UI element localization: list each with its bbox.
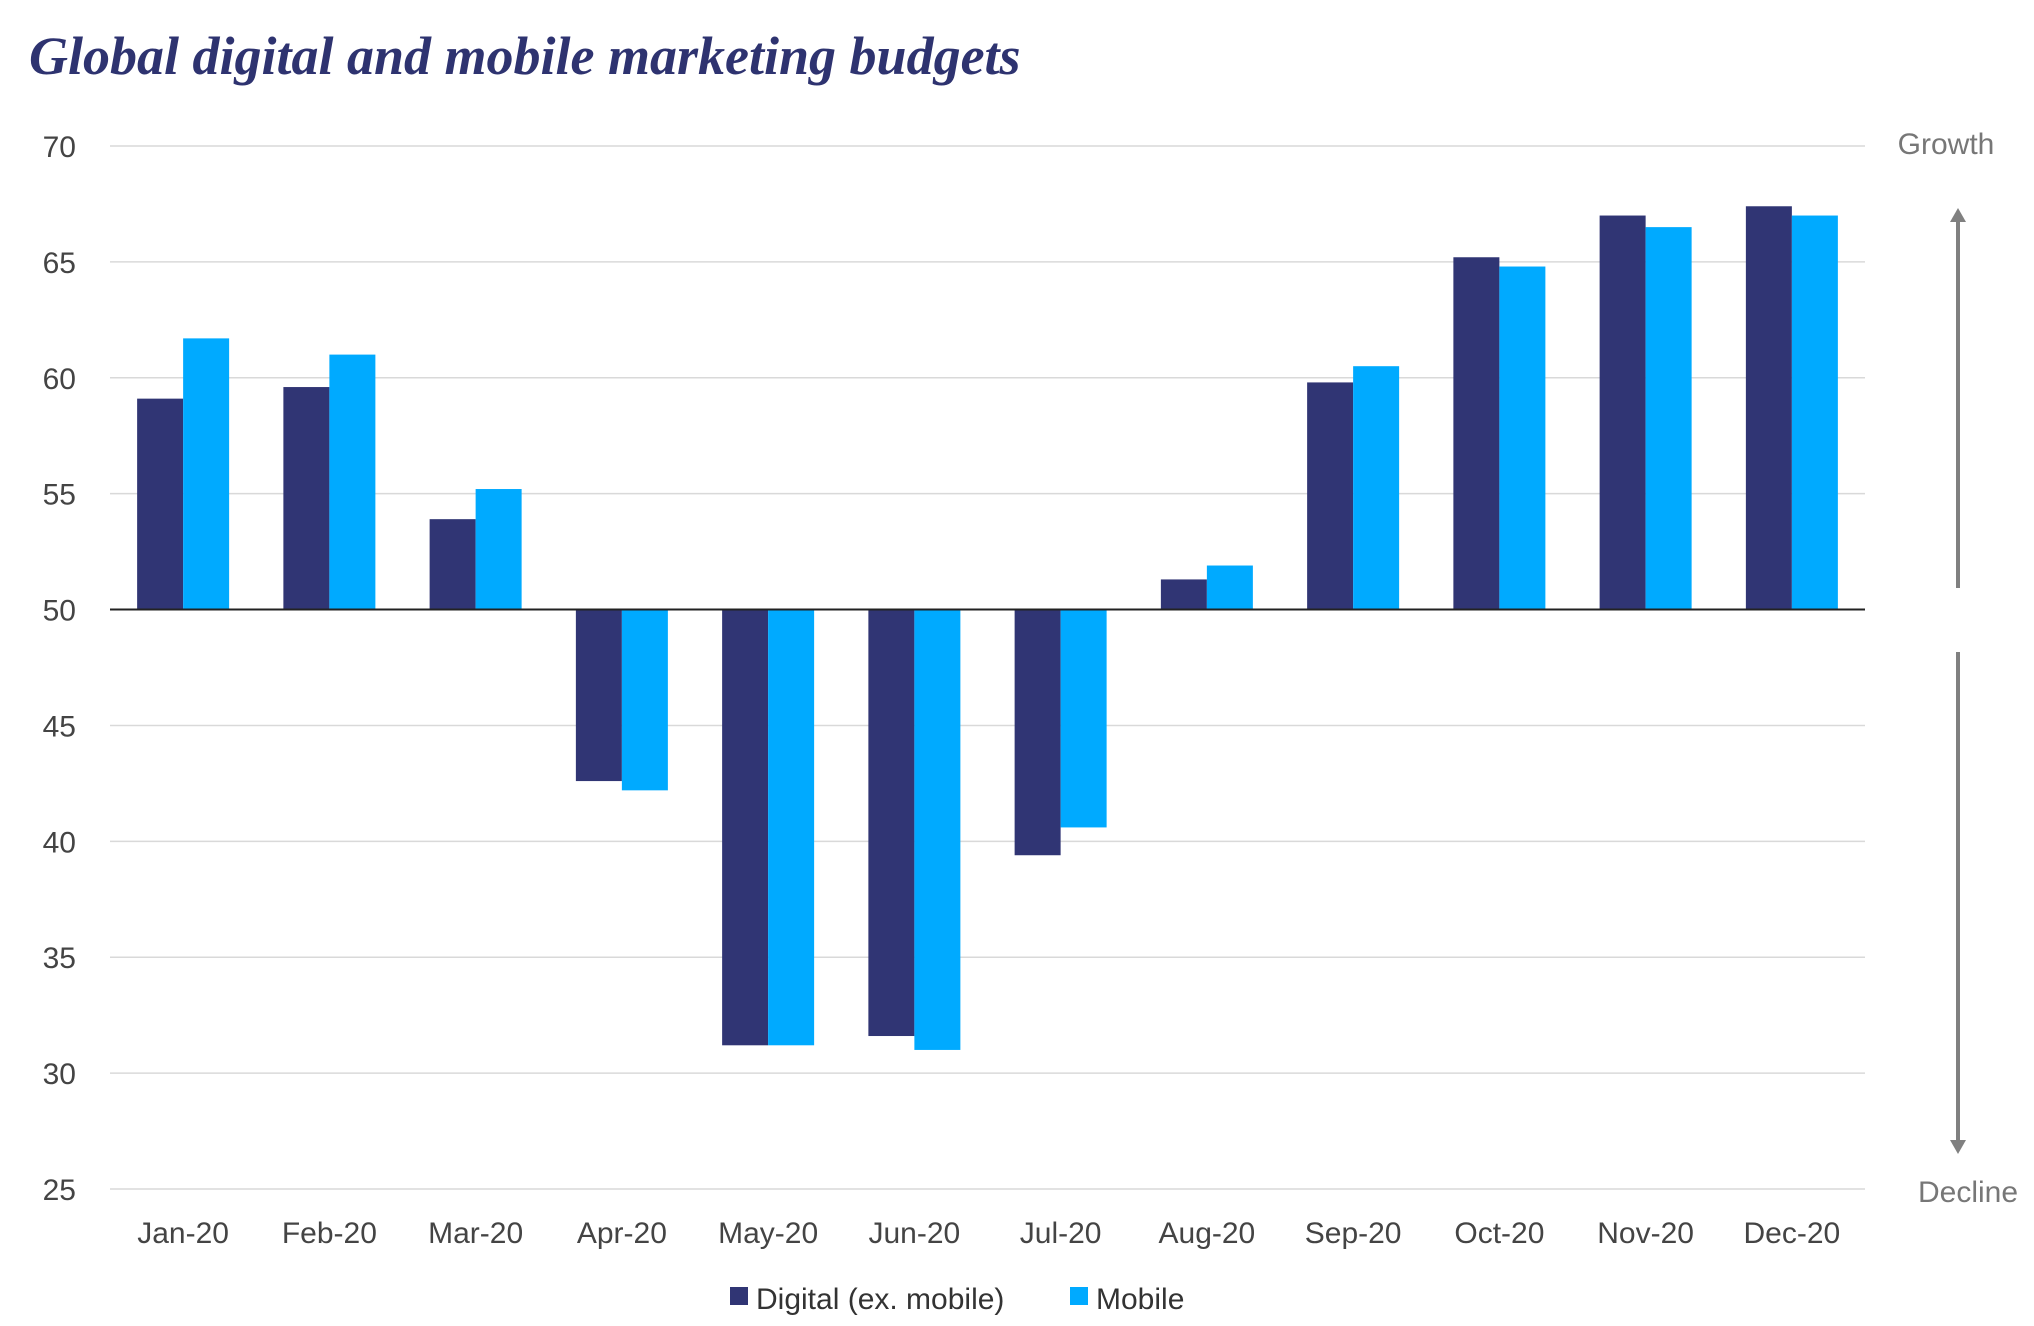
legend-label-digital: Digital (ex. mobile) bbox=[756, 1283, 1004, 1316]
x-axis-ticks: Jan-20 Feb-20 Mar-20 Apr-20 May-20 Jun-20 Jul-… bbox=[137, 1217, 1840, 1250]
x-tick-label: Jan-20 bbox=[137, 1217, 229, 1250]
x-tick-label: Aug-20 bbox=[1159, 1217, 1256, 1250]
bar-mobile-nov-20 bbox=[1645, 227, 1692, 610]
x-tick-label: Dec-20 bbox=[1744, 1217, 1841, 1250]
x-tick-label: Apr-20 bbox=[577, 1217, 667, 1250]
bar-mobile-jan-20 bbox=[183, 338, 230, 610]
bar-mobile-oct-20 bbox=[1499, 266, 1546, 610]
y-tick-label: 25 bbox=[43, 1174, 76, 1207]
bar-mobile-mar-20 bbox=[475, 489, 522, 610]
y-tick-label: 70 bbox=[43, 131, 76, 164]
bar-digital-jul-20 bbox=[1014, 609, 1061, 856]
bar-digital-oct-20 bbox=[1453, 257, 1500, 610]
bar-mobile-apr-20 bbox=[621, 609, 668, 791]
bar-mobile-aug-20 bbox=[1206, 565, 1253, 610]
bar-mobile-may-20 bbox=[768, 609, 815, 1046]
y-axis-ticks: 25 30 35 40 45 50 55 60 65 70 bbox=[43, 131, 76, 1207]
y-tick-label: 50 bbox=[43, 595, 76, 628]
bar-mobile-feb-20 bbox=[329, 354, 376, 610]
x-tick-label: Mar-20 bbox=[428, 1217, 523, 1250]
y-tick-label: 60 bbox=[43, 363, 76, 396]
bar-digital-nov-20 bbox=[1599, 215, 1646, 610]
bar-mobile-jul-20 bbox=[1060, 609, 1107, 828]
y-tick-label: 45 bbox=[43, 710, 76, 743]
x-tick-label: Oct-20 bbox=[1454, 1217, 1544, 1250]
bar-mobile-sep-20 bbox=[1353, 366, 1400, 610]
y-tick-label: 35 bbox=[43, 942, 76, 975]
bar-digital-may-20 bbox=[722, 609, 769, 1046]
x-tick-label: Nov-20 bbox=[1597, 1217, 1694, 1250]
x-tick-label: May-20 bbox=[718, 1217, 818, 1250]
x-tick-label: Feb-20 bbox=[282, 1217, 377, 1250]
x-tick-label: Sep-20 bbox=[1305, 1217, 1402, 1250]
chart-title: Global digital and mobile marketing budg… bbox=[29, 26, 1021, 86]
y-tick-label: 30 bbox=[43, 1058, 76, 1091]
y-tick-label: 55 bbox=[43, 479, 76, 512]
growth-label: Growth bbox=[1898, 128, 1995, 161]
bar-mobile-dec-20 bbox=[1791, 215, 1838, 610]
bar-digital-jun-20 bbox=[868, 609, 915, 1037]
bars bbox=[137, 206, 1838, 1050]
bar-digital-aug-20 bbox=[1160, 579, 1207, 610]
y-tick-label: 40 bbox=[43, 826, 76, 859]
bar-digital-dec-20 bbox=[1745, 206, 1792, 610]
y-tick-label: 65 bbox=[43, 247, 76, 280]
bar-digital-mar-20 bbox=[429, 519, 476, 610]
x-tick-label: Jul-20 bbox=[1020, 1217, 1102, 1250]
bar-digital-feb-20 bbox=[283, 387, 330, 610]
bar-digital-jan-20 bbox=[137, 398, 184, 610]
bar-mobile-jun-20 bbox=[914, 609, 961, 1050]
bar-digital-sep-20 bbox=[1307, 382, 1354, 610]
bar-digital-apr-20 bbox=[575, 609, 622, 782]
legend-swatch-mobile bbox=[1070, 1287, 1088, 1305]
x-tick-label: Jun-20 bbox=[869, 1217, 961, 1250]
legend-label-mobile: Mobile bbox=[1096, 1283, 1184, 1316]
growth-arrow-icon bbox=[1950, 208, 1966, 588]
legend: Digital (ex. mobile) Mobile bbox=[730, 1283, 1184, 1316]
decline-arrow-icon bbox=[1950, 652, 1966, 1154]
legend-swatch-digital bbox=[730, 1287, 748, 1305]
decline-label: Decline bbox=[1918, 1176, 2018, 1209]
